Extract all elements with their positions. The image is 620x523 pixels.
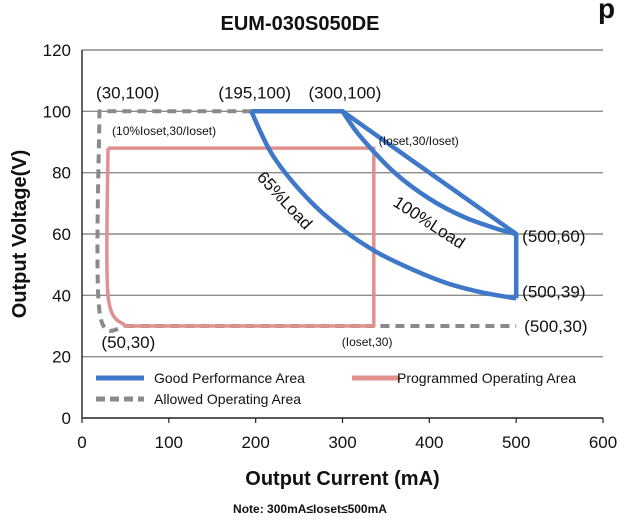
annotation-point-3: (10%Ioset,30/Ioset) bbox=[112, 124, 216, 138]
annotation-100-load: 100%Load bbox=[390, 192, 469, 252]
annotation-point-4: (Ioset,30/Ioset) bbox=[379, 134, 459, 148]
series-good-performance-100-load-curve bbox=[340, 110, 517, 237]
y-tick-label-40: 40 bbox=[52, 286, 71, 305]
y-tick-label-0: 0 bbox=[62, 409, 71, 428]
x-tick-label-500: 500 bbox=[502, 433, 530, 452]
series-programmed-operating-area bbox=[105, 146, 376, 328]
x-tick-label-0: 0 bbox=[77, 433, 86, 452]
legend-programmed-operating-area-label: Programmed Operating Area bbox=[397, 370, 576, 386]
annotation-point-1: (195,100) bbox=[218, 83, 291, 102]
y-axis-label: Output Voltage(V) bbox=[9, 150, 31, 319]
series-good-performance-65-load-curve bbox=[249, 110, 517, 301]
y-tick-label-60: 60 bbox=[52, 225, 71, 244]
y-tick-label-100: 100 bbox=[43, 102, 71, 121]
y-tick-label-80: 80 bbox=[52, 164, 71, 183]
x-tick-label-200: 200 bbox=[241, 433, 269, 452]
annotation-point-9: (Ioset,30) bbox=[342, 335, 393, 349]
legend-allowed-operating-area-label: Allowed Operating Area bbox=[154, 391, 301, 407]
annotation-point-0: (30,100) bbox=[96, 83, 159, 102]
x-tick-label-400: 400 bbox=[415, 433, 443, 452]
y-tick-label-20: 20 bbox=[52, 348, 71, 367]
legend-good-performance-area-label: Good Performance Area bbox=[154, 370, 305, 386]
x-tick-label-100: 100 bbox=[155, 433, 183, 452]
annotation-point-2: (300,100) bbox=[309, 83, 382, 102]
annotation-point-7: (500,30) bbox=[524, 317, 587, 336]
note-text: Note: 300mA≤Ioset≤500mA bbox=[233, 502, 387, 516]
x-tick-label-300: 300 bbox=[328, 433, 356, 452]
chart-title: EUM-030S050DE bbox=[221, 13, 380, 35]
annotation-point-8: (50,30) bbox=[101, 333, 155, 352]
annotation-point-5: (500,60) bbox=[522, 227, 585, 246]
y-tick-label-120: 120 bbox=[43, 41, 71, 60]
series-allowed-operating-area-left bbox=[95, 109, 252, 333]
annotation-point-6: (500,39) bbox=[522, 282, 585, 301]
series-good-performance-area-outline bbox=[251, 109, 519, 299]
x-tick-label-600: 600 bbox=[589, 433, 617, 452]
x-axis-label: Output Current (mA) bbox=[245, 468, 439, 490]
corner-text: p bbox=[598, 0, 615, 24]
